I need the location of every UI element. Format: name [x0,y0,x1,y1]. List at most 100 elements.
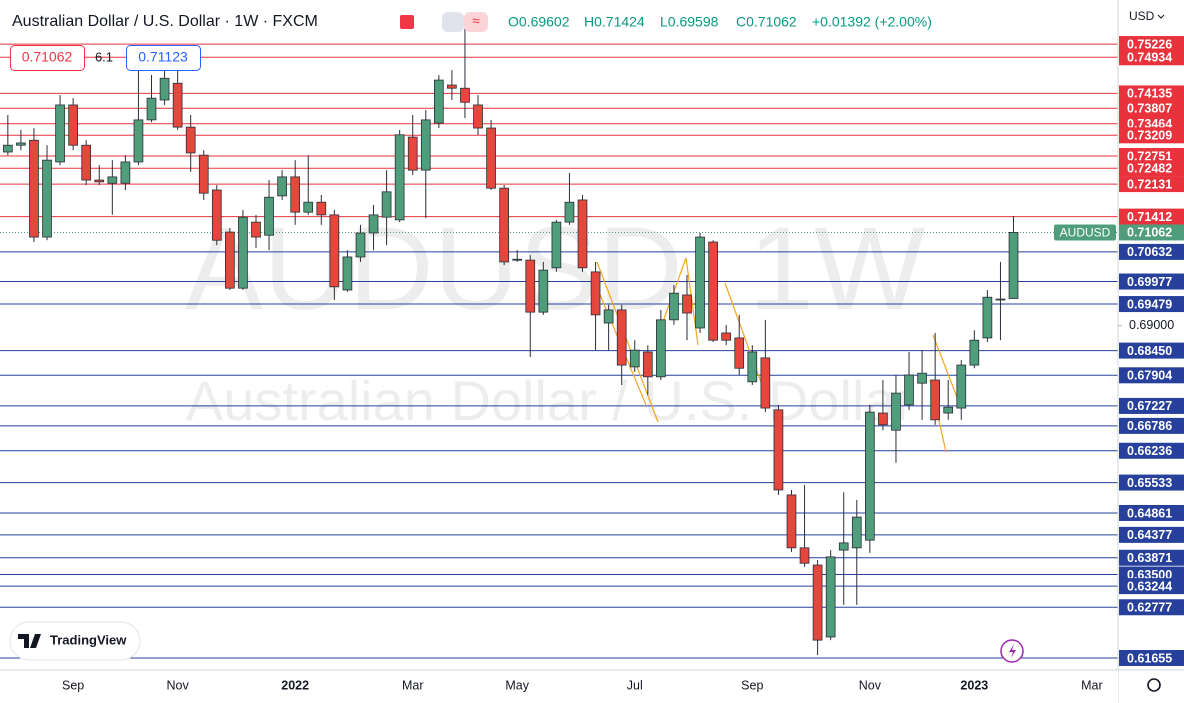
candle-body [420,119,431,171]
ohlc-low: L0.69598 [660,14,719,30]
level-label-box [1119,549,1184,566]
price-tag-box [1119,224,1184,241]
level-label: 0.72751 [1127,149,1172,163]
candle-body [355,232,366,258]
level-label: 0.72131 [1127,177,1172,191]
level-label-box [1119,417,1184,434]
logo-text: TradingView [50,632,127,647]
hide-button[interactable] [442,12,464,32]
candle-body [851,516,862,549]
ohlc-open: O0.69602 [508,14,570,30]
candle-body [381,191,392,218]
x-tick-label: Mar [402,678,424,692]
candle-body [747,351,758,383]
candle-body [538,269,549,313]
level-label: 0.63244 [1127,579,1172,593]
candle-body [172,82,183,128]
candle-body [42,159,52,238]
candle-body [55,104,65,163]
logo-box[interactable] [9,621,141,661]
level-label: 0.69479 [1127,297,1172,311]
level-label-box [1119,127,1184,144]
buy-button[interactable] [126,45,201,71]
level-label-box [1119,599,1184,616]
symbol-title[interactable]: Australian Dollar / U.S. Dollar · 1W · F… [12,13,318,30]
level-label: 0.66786 [1127,419,1172,433]
level-label-box [1119,474,1184,491]
candle-body [603,309,614,324]
x-tick-label: 2023 [960,678,988,692]
spread: 6.1 [95,49,113,64]
level-label-box [1119,176,1184,193]
candle-body [904,374,914,406]
candle-body [303,201,314,213]
candle-body [525,259,536,313]
axis-labels: 0.690000.752260.749340.741350.738070.734… [62,36,1184,692]
candle-body [773,409,784,491]
candle-body [342,256,353,291]
candle-body [264,196,274,236]
indicator-button[interactable] [464,12,488,32]
candle-body [329,214,340,288]
candle-body [94,179,105,183]
candle-body [447,84,457,89]
level-label-box [1119,397,1184,414]
candle-body [434,79,444,124]
candle-body [838,542,849,551]
candle-body [185,126,196,154]
candle-body [290,176,301,213]
candle-body [799,547,810,564]
level-label: 0.67904 [1127,369,1172,383]
candle-body [943,406,954,414]
candle-body [721,332,732,341]
candle-body [146,97,157,121]
settings-icon[interactable] [1147,678,1161,692]
candle-body [198,154,209,194]
candle-body [238,216,248,289]
currency-select[interactable]: USD [1129,9,1155,23]
level-label: 0.73807 [1127,102,1172,116]
candle-body [642,351,653,378]
level-label-box [1119,100,1184,117]
level-label-box [1119,296,1184,313]
candle-body [669,292,679,321]
candle-body [695,236,705,329]
candle-body [917,372,927,384]
candle-body [629,349,640,368]
candle-body [2,144,13,153]
ohlc-change: +0.01392 (+2.00%) [812,14,932,30]
price-tag: 0.71062 [1127,226,1172,240]
level-label-box [1119,273,1184,290]
level-label: 0.61655 [1127,651,1172,665]
symbol-tag: AUDUSD [1060,226,1111,240]
candle-body [551,221,562,269]
flag-icon[interactable] [400,15,414,29]
candle-body [277,176,287,197]
time-axis [0,670,1118,703]
sell-button[interactable] [10,45,85,71]
level-label: 0.71412 [1127,210,1172,224]
x-tick-label: Jul [627,678,643,692]
bolt [1009,644,1016,658]
level-label: 0.65533 [1127,476,1172,490]
candle-body [590,271,601,316]
candle-body [107,176,118,184]
candle-body [159,77,170,101]
candle-body [656,319,666,378]
candle-body [616,309,627,366]
watermark-name: Australian Dollar / U.S. Dollar [186,369,914,432]
level-label: 0.64377 [1127,528,1172,542]
x-tick-label: Sep [62,678,84,692]
candle-body [956,364,967,409]
logo-mark [18,634,41,648]
candle-body [995,298,1006,301]
candle-body [68,104,78,146]
candle-body [16,142,26,146]
level-label: 0.62777 [1127,601,1172,615]
level-label: 0.74135 [1127,87,1172,101]
candle-body [982,296,993,339]
candle-body [211,189,222,241]
candle-body [865,411,875,541]
